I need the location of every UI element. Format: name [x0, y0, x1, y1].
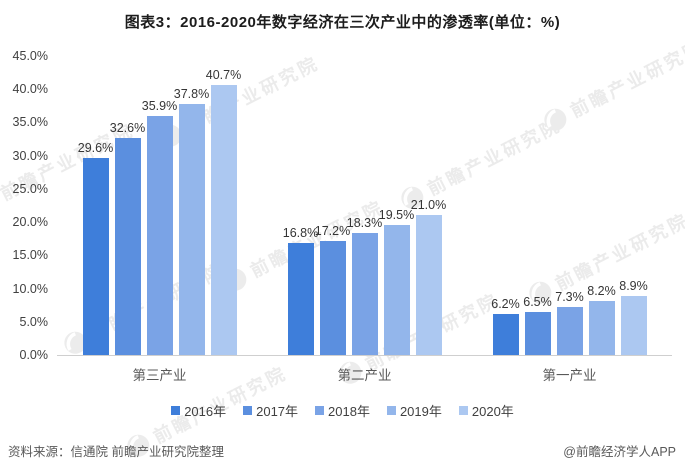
legend-label: 2019年 — [399, 404, 442, 419]
value-label: 29.6% — [77, 141, 114, 156]
bar-2020年: 21.0% — [411, 198, 446, 355]
y-axis-tick-label: 5.0% — [19, 314, 49, 329]
bar-2017年: 17.2% — [315, 224, 350, 355]
bar-2018年: 7.3% — [555, 290, 584, 355]
bar-2016年: 6.2% — [491, 297, 520, 355]
category-label: 第一产业 — [542, 368, 597, 383]
legend-item-2018年: 2018年 — [315, 401, 370, 420]
y-axis-tick-label: 10.0% — [12, 281, 48, 296]
y-axis-tick-label: 40.0% — [12, 82, 48, 97]
legend-item-2017年: 2017年 — [243, 401, 298, 420]
legend-label: 2018年 — [328, 404, 370, 419]
y-axis-tick-label: 45.0% — [12, 49, 48, 63]
value-label: 32.6% — [109, 121, 146, 136]
legend-marker-icon — [171, 406, 181, 415]
plot-area: 29.6% 32.6% 35.9% 37.8% 40.7% 第三产业 16.8% 17.2% 1… — [57, 56, 672, 383]
legend-marker-icon — [458, 406, 468, 415]
legend-label: 2017年 — [256, 404, 299, 419]
bar-2020年: 40.7% — [206, 68, 241, 355]
value-label: 17.2% — [314, 223, 351, 238]
bar-2016年: 16.8% — [283, 226, 318, 355]
bar-2017年: 32.6% — [110, 121, 145, 355]
bar-2019年: 37.8% — [174, 87, 209, 355]
bar-group-3: 6.2% 6.5% 7.3% 8.2% 8.9% 第一产业 — [491, 56, 649, 383]
y-axis-tick-label: 25.0% — [12, 181, 48, 196]
value-label: 35.9% — [141, 99, 178, 114]
value-label: 6.5% — [523, 294, 552, 309]
source-text: 资料来源：信通院 前瞻产业研究院整理 — [8, 445, 224, 459]
legend-marker-icon — [315, 406, 325, 415]
value-label: 8.9% — [619, 278, 648, 293]
value-label: 18.3% — [346, 216, 383, 231]
legend-label: 2016年 — [184, 404, 227, 419]
chart-title: 图表3：2016-2020年数字经济在三次产业中的渗透率(单位：%) — [124, 14, 561, 31]
value-label: 40.7% — [205, 67, 242, 82]
bar-2020年: 8.9% — [619, 279, 648, 355]
value-label: 19.5% — [378, 208, 415, 223]
value-label: 37.8% — [173, 86, 210, 101]
y-axis: 45.0% 40.0% 35.0% 30.0% 25.0% 20.0% 15.0% 10.0%… — [0, 49, 52, 362]
legend-label: 2020年 — [471, 404, 514, 419]
y-axis-tick-label: 20.0% — [12, 215, 48, 230]
credit-text: @前瞻经济学人APP — [563, 445, 676, 459]
y-axis-tick-label: 0.0% — [19, 348, 49, 362]
value-label: 21.0% — [410, 198, 447, 213]
legend: 2016年 2017年 2018年 2019年 2020年 — [0, 401, 685, 420]
value-label: 7.3% — [555, 289, 584, 304]
bar-2019年: 19.5% — [379, 208, 414, 355]
value-label: 16.8% — [282, 226, 319, 241]
y-axis-tick-label: 35.0% — [12, 115, 48, 130]
bar-group-2: 16.8% 17.2% 18.3% 19.5% 21.0% 第二产业 — [283, 56, 446, 383]
bar-2018年: 18.3% — [347, 216, 382, 355]
bar-2017年: 6.5% — [523, 295, 552, 355]
bar-2019年: 8.2% — [587, 284, 616, 355]
bar-group-1: 29.6% 32.6% 35.9% 37.8% 40.7% 第三产业 — [78, 56, 241, 383]
bar-2018年: 35.9% — [142, 99, 177, 355]
legend-item-2020年: 2020年 — [458, 401, 514, 420]
legend-marker-icon — [386, 406, 396, 415]
value-label: 6.2% — [491, 296, 520, 311]
value-label: 8.2% — [587, 283, 616, 298]
category-label: 第二产业 — [337, 368, 392, 383]
legend-marker-icon — [243, 406, 253, 415]
category-label: 第三产业 — [132, 368, 187, 383]
legend-item-2019年: 2019年 — [386, 401, 442, 420]
footer: 资料来源：信通院 前瞻产业研究院整理 @前瞻经济学人APP — [8, 441, 676, 460]
legend-item-2016年: 2016年 — [171, 401, 226, 420]
y-axis-tick-label: 15.0% — [12, 248, 48, 263]
bar-2016年: 29.6% — [78, 141, 113, 355]
y-axis-tick-label: 30.0% — [12, 148, 48, 163]
